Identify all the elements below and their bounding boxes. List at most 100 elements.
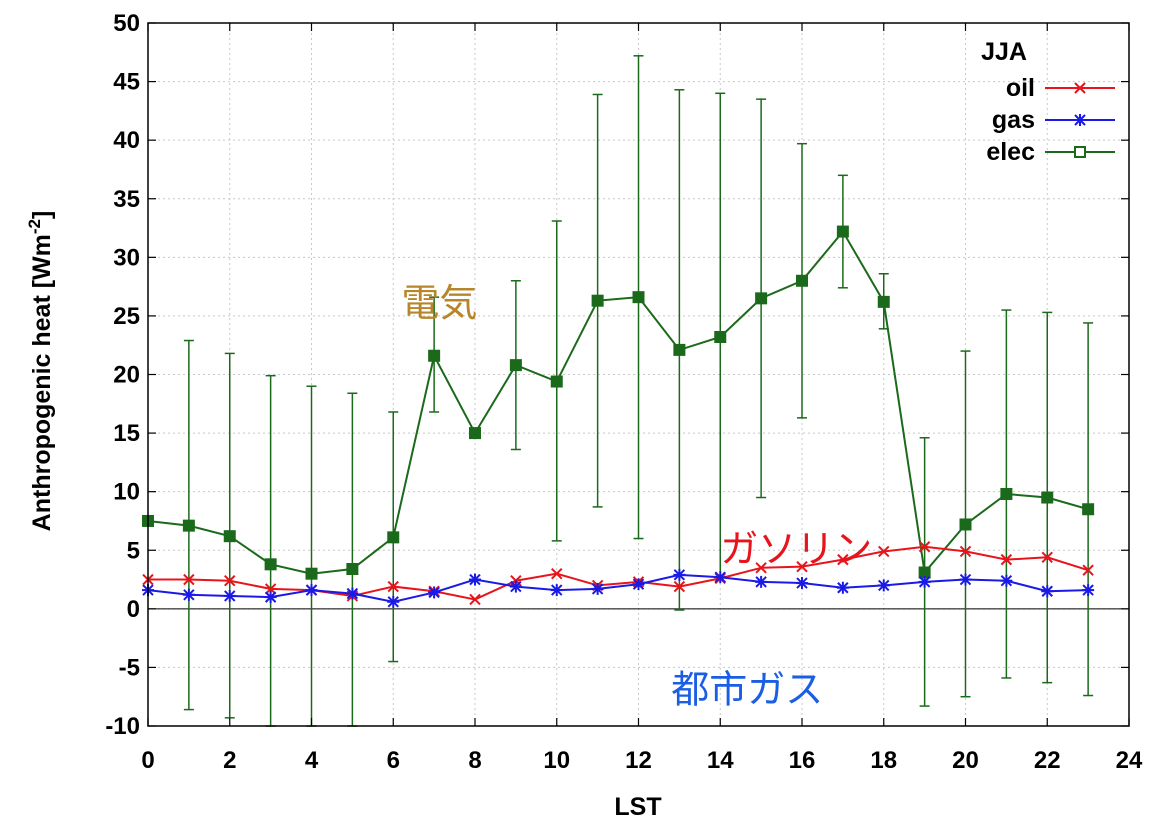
point-oil bbox=[1000, 553, 1013, 566]
y-axis-label-sup: -2 bbox=[25, 219, 44, 234]
point-elec bbox=[1041, 491, 1054, 504]
y-tick-label: 15 bbox=[113, 420, 140, 447]
y-axis-label-tail: ] bbox=[28, 211, 56, 219]
point-elec bbox=[509, 359, 522, 372]
y-tick-label: -10 bbox=[105, 713, 140, 740]
legend-marker-gas bbox=[1074, 114, 1086, 126]
point-elec bbox=[223, 530, 236, 543]
point-elec bbox=[673, 343, 686, 356]
point-elec bbox=[550, 375, 563, 388]
point-gas bbox=[182, 588, 195, 601]
y-tick-label: 45 bbox=[113, 69, 140, 96]
point-gas bbox=[632, 578, 645, 591]
point-gas bbox=[1082, 584, 1095, 597]
point-gas bbox=[428, 586, 441, 599]
point-elec bbox=[714, 331, 727, 344]
point-elec bbox=[469, 427, 481, 440]
x-tick-label: 0 bbox=[141, 747, 154, 774]
point-gas bbox=[387, 595, 400, 608]
point-elec bbox=[591, 294, 604, 307]
series-line-oil bbox=[148, 545, 1089, 601]
point-elec bbox=[264, 558, 277, 571]
point-gas bbox=[877, 579, 890, 592]
point-gas bbox=[1000, 574, 1013, 587]
annotation-label: ガソリン bbox=[720, 527, 872, 571]
point-oil bbox=[673, 580, 686, 593]
point-oil bbox=[183, 573, 195, 586]
point-gas bbox=[673, 568, 686, 581]
y-tick-label: 50 bbox=[113, 10, 140, 37]
point-elec bbox=[182, 519, 195, 532]
point-oil bbox=[959, 545, 972, 558]
point-oil bbox=[387, 580, 399, 593]
x-tick-label: 18 bbox=[870, 747, 897, 774]
legend-marker-elec bbox=[1074, 146, 1086, 158]
y-tick-label: -5 bbox=[119, 654, 140, 681]
y-tick-label: 25 bbox=[113, 303, 140, 330]
point-gas bbox=[305, 584, 318, 597]
point-gas bbox=[509, 580, 522, 593]
legend-title: JJA bbox=[981, 38, 1027, 66]
point-elec bbox=[1082, 503, 1095, 516]
point-elec bbox=[918, 566, 931, 579]
x-tick-label: 22 bbox=[1034, 747, 1061, 774]
point-gas bbox=[714, 571, 727, 584]
point-elec bbox=[877, 295, 890, 308]
point-elec bbox=[632, 291, 645, 304]
point-oil bbox=[878, 545, 890, 558]
legend-marker-oil bbox=[1074, 82, 1086, 94]
point-elec bbox=[796, 274, 808, 287]
y-tick-label: 40 bbox=[113, 127, 140, 154]
point-gas bbox=[755, 575, 768, 588]
point-oil bbox=[918, 541, 931, 553]
point-gas bbox=[591, 582, 604, 595]
x-tick-label: 8 bbox=[468, 747, 481, 774]
point-gas bbox=[223, 589, 236, 602]
legend-label-elec: elec bbox=[986, 138, 1035, 166]
annotation-label: 都市ガス bbox=[671, 668, 823, 712]
y-tick-label: 35 bbox=[113, 186, 140, 213]
point-oil bbox=[755, 562, 767, 574]
point-gas bbox=[796, 577, 808, 590]
x-tick-label: 2 bbox=[223, 747, 236, 774]
y-tick-label: 5 bbox=[127, 537, 140, 564]
point-elec bbox=[346, 562, 359, 575]
point-gas bbox=[264, 591, 277, 604]
point-elec bbox=[1000, 488, 1013, 501]
point-gas bbox=[346, 587, 359, 600]
x-tick-label: 12 bbox=[625, 747, 652, 774]
x-tick-label: 4 bbox=[305, 747, 319, 774]
y-tick-label: 0 bbox=[127, 596, 140, 623]
x-tick-labels: 0 2 4 6 8 10 12 14 16 18 20 22 24 bbox=[141, 23, 1143, 774]
point-oil bbox=[551, 567, 563, 580]
point-gas bbox=[550, 584, 563, 597]
point-oil bbox=[1041, 551, 1053, 563]
point-elec bbox=[755, 292, 768, 305]
x-tick-label: 14 bbox=[707, 747, 734, 774]
y-axis-label-main: Anthropogenic heat [Wm bbox=[28, 234, 56, 531]
point-gas bbox=[918, 575, 931, 588]
point-oil bbox=[469, 593, 481, 606]
point-gas bbox=[1041, 585, 1054, 598]
point-gas bbox=[836, 581, 849, 594]
legend-label-oil: oil bbox=[1006, 74, 1035, 102]
point-oil bbox=[837, 553, 849, 566]
x-tick-label: 10 bbox=[543, 747, 570, 774]
point-oil bbox=[796, 560, 808, 573]
point-oil bbox=[224, 575, 236, 587]
x-tick-label: 24 bbox=[1116, 747, 1143, 774]
annotation-label: 電気 bbox=[401, 281, 477, 325]
point-elec bbox=[428, 349, 441, 362]
point-elec bbox=[387, 531, 400, 544]
point-elec bbox=[305, 567, 318, 580]
error-bars bbox=[183, 55, 1094, 727]
y-tick-labels: -10 -5 0 5 10 15 20 25 30 35 40 45 50 bbox=[105, 10, 1129, 740]
point-oil bbox=[1082, 564, 1094, 576]
point-elec bbox=[959, 518, 972, 531]
y-axis-label: Anthropogenic heat [Wm-2] bbox=[25, 211, 56, 532]
x-tick-label: 16 bbox=[789, 747, 816, 774]
series-line-gas bbox=[147, 573, 1089, 603]
point-gas bbox=[959, 573, 972, 586]
point-gas bbox=[469, 573, 481, 586]
